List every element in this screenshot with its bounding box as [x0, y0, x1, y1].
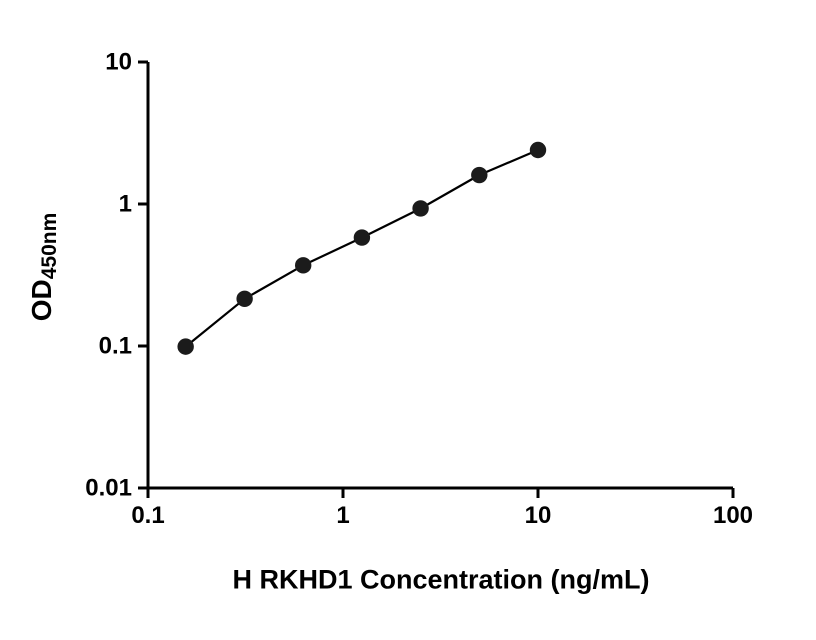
data-point: [294, 257, 312, 274]
x-axis-tick-label: 100: [713, 502, 753, 529]
data-point: [529, 141, 547, 159]
data-point: [353, 229, 371, 246]
data-point: [177, 338, 194, 355]
data-point: [412, 200, 429, 217]
x-axis-tick-label: 1: [336, 502, 349, 529]
data-point: [236, 290, 253, 307]
y-axis-title-main: OD: [26, 279, 57, 322]
y-axis-title-subscript: 450nm: [38, 212, 61, 280]
y-axis-tick-label: 10: [105, 49, 132, 76]
data-point: [471, 166, 488, 184]
x-axis-tick-label: 10: [525, 502, 552, 529]
y-axis-tick-label: 0.01: [85, 475, 132, 502]
x-axis-title: H RKHD1 Concentration (ng/mL): [232, 564, 650, 595]
x-axis-tick-label: 0.1: [131, 502, 164, 529]
y-axis-tick-label: 0.1: [99, 333, 132, 360]
y-axis-tick-label: 1: [119, 191, 132, 218]
y-axis-title: OD450nm: [26, 213, 62, 322]
